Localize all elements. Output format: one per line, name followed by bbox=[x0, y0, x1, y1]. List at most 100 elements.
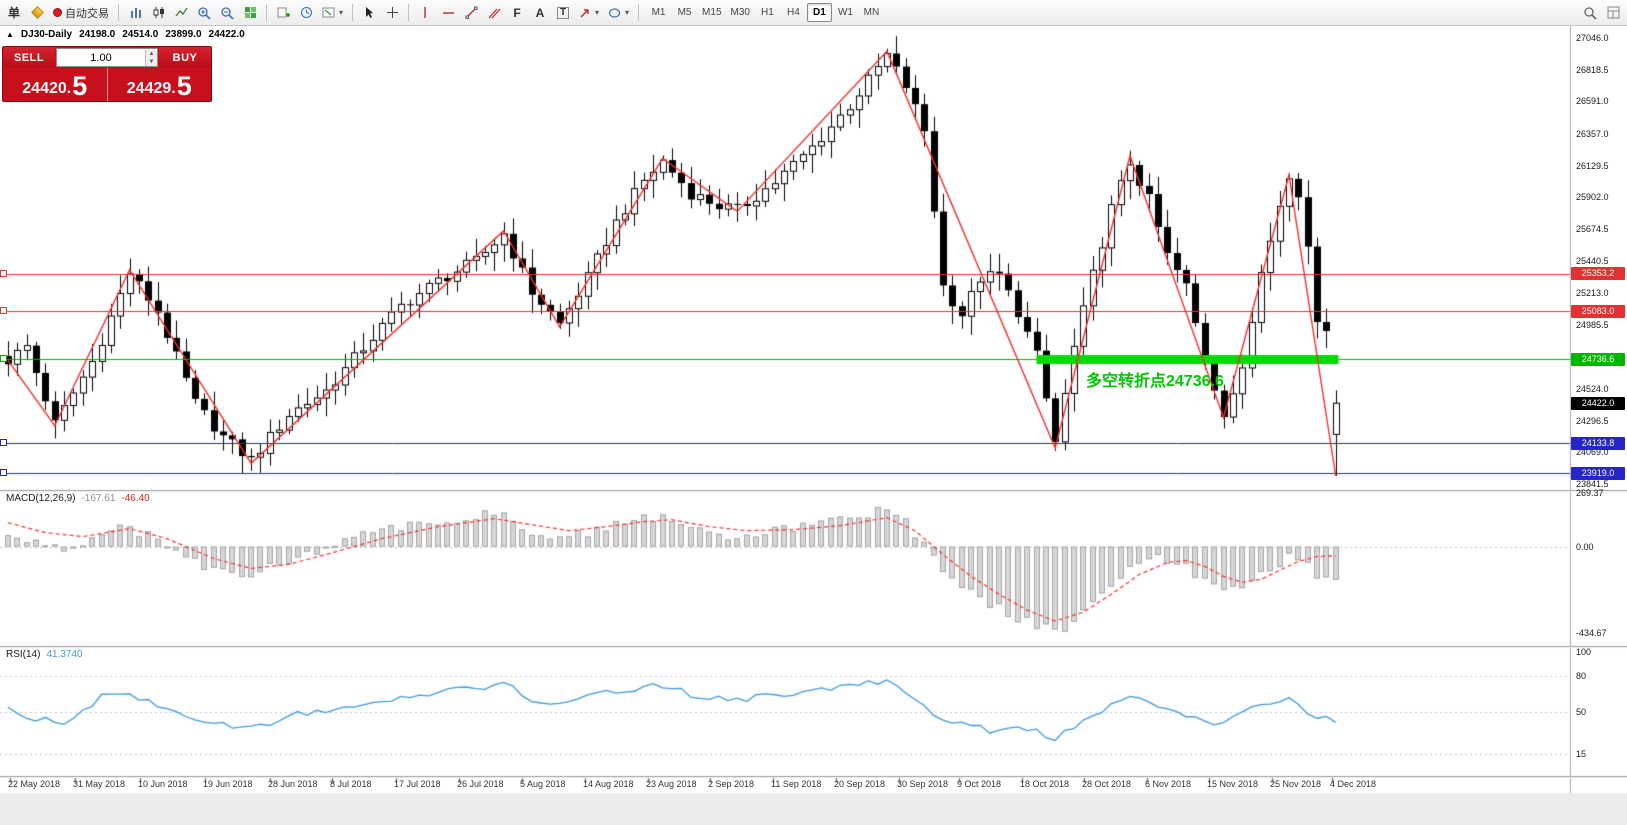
level-left-marker[interactable] bbox=[0, 355, 7, 363]
trendline-icon bbox=[465, 6, 478, 19]
price-tick-label: 27046.0 bbox=[1576, 33, 1609, 43]
arrows-button[interactable]: ▾ bbox=[575, 3, 603, 23]
ohlc-low-value: 23899.0 bbox=[165, 29, 202, 40]
level-price-tag: 25353.2 bbox=[1571, 267, 1625, 281]
bar-chart-button[interactable] bbox=[124, 3, 146, 23]
one-click-trading-panel: SELL 1.00 ▲ ▼ BUY 24420. 5 24429. bbox=[2, 46, 212, 102]
line-chart-icon bbox=[174, 7, 188, 17]
chart-ohlc-header: ▲ DJ30-Daily 24198.0 24514.0 23899.0 244… bbox=[6, 29, 245, 40]
date-label: 10 Jun 2018 bbox=[138, 779, 188, 789]
sell-price[interactable]: 24420. 5 bbox=[3, 68, 107, 101]
arrow-tool-icon bbox=[580, 8, 589, 17]
buy-price-main: 24429. bbox=[126, 80, 176, 97]
macd-tick-label: 0.00 bbox=[1576, 541, 1594, 552]
timeframe-m5[interactable]: M5 bbox=[672, 3, 697, 22]
buy-price[interactable]: 24429. 5 bbox=[108, 68, 212, 101]
macd-signal-value: -46.40 bbox=[121, 493, 150, 504]
timeframe-mn[interactable]: MN bbox=[859, 3, 884, 22]
crosshair-icon bbox=[386, 7, 398, 18]
level-price-tag: 24133.8 bbox=[1571, 436, 1625, 450]
clock-icon bbox=[300, 7, 312, 18]
macd-indicator-label: MACD(12,26,9) -167.61 -46.40 bbox=[6, 493, 150, 504]
price-tick-label: 25674.5 bbox=[1576, 223, 1609, 234]
date-label: 20 Sep 2018 bbox=[834, 779, 886, 789]
cursor-button[interactable] bbox=[358, 3, 380, 23]
level-left-marker[interactable] bbox=[0, 439, 7, 447]
date-label: 11 Sep 2018 bbox=[771, 779, 822, 789]
timeframe-w1[interactable]: W1 bbox=[833, 3, 858, 22]
bar-chart-icon bbox=[130, 8, 141, 18]
timeframe-m1[interactable]: M1 bbox=[646, 3, 671, 22]
trade-panel-divider bbox=[106, 68, 108, 101]
fibonacci-button[interactable]: F bbox=[506, 3, 528, 23]
panels-button[interactable] bbox=[1602, 3, 1624, 23]
label-button[interactable]: T bbox=[552, 3, 574, 23]
timeframe-h4[interactable]: H4 bbox=[781, 3, 806, 22]
volume-up-icon[interactable]: ▲ bbox=[146, 49, 157, 58]
date-label: 28 Oct 2018 bbox=[1082, 779, 1132, 789]
clock-button[interactable] bbox=[295, 3, 317, 23]
date-label: 14 Aug 2018 bbox=[583, 779, 634, 789]
search-button[interactable] bbox=[1579, 3, 1601, 23]
date-label: 8 Jul 2018 bbox=[330, 779, 372, 789]
horizontal-line-icon bbox=[442, 11, 454, 14]
timeframe-m15[interactable]: M15 bbox=[698, 3, 725, 22]
line-chart-button[interactable] bbox=[170, 3, 192, 23]
zoom-out-button[interactable] bbox=[216, 3, 238, 23]
chart-symbol-label: DJ30-Daily bbox=[20, 29, 73, 40]
price-tick-label: 24985.5 bbox=[1576, 319, 1609, 330]
volume-control[interactable]: 1.00 ▲ ▼ bbox=[56, 48, 158, 67]
rsi-indicator-label: RSI(14) 41.3740 bbox=[6, 649, 83, 660]
chart-shift-button[interactable]: ▾ bbox=[318, 3, 347, 23]
timeframe-m30[interactable]: M30 bbox=[727, 3, 754, 22]
trendline-button[interactable] bbox=[460, 3, 482, 23]
date-label: 5 Aug 2018 bbox=[520, 779, 566, 789]
channel-button[interactable] bbox=[483, 3, 505, 23]
date-label: 26 Jul 2018 bbox=[457, 779, 504, 789]
one-click-collapse-icon[interactable]: ▲ bbox=[6, 30, 14, 39]
autotrading-button[interactable]: 自动交易 bbox=[49, 3, 113, 23]
level-left-marker[interactable] bbox=[0, 307, 7, 315]
ohlc-high-value: 24514.0 bbox=[122, 29, 159, 40]
rsi-tick-label: 15 bbox=[1576, 749, 1587, 759]
date-label: 6 Nov 2018 bbox=[1145, 779, 1192, 789]
toolbar-separator bbox=[638, 4, 640, 21]
rsi-tick-label: 50 bbox=[1576, 707, 1587, 717]
text-tool-icon: A bbox=[535, 5, 545, 20]
sell-button[interactable]: SELL bbox=[3, 47, 55, 68]
symbols-button[interactable] bbox=[26, 3, 48, 23]
new-order-button[interactable]: 单 bbox=[3, 3, 25, 23]
price-tick-label: 25902.0 bbox=[1576, 192, 1609, 203]
new-chart-icon bbox=[277, 7, 290, 18]
level-left-marker[interactable] bbox=[0, 469, 7, 477]
level-price-tag: 24736.6 bbox=[1571, 352, 1625, 366]
buy-button[interactable]: BUY bbox=[159, 47, 211, 68]
new-order-label: 单 bbox=[7, 5, 20, 20]
ohlc-open-value: 24198.0 bbox=[79, 29, 116, 40]
candlestick-chart-button[interactable] bbox=[147, 3, 169, 23]
shapes-button[interactable]: ▾ bbox=[604, 3, 633, 23]
zoom-in-icon bbox=[198, 6, 211, 20]
chart-canvas[interactable] bbox=[0, 26, 1627, 825]
text-button[interactable]: A bbox=[529, 3, 551, 23]
ohlc-close-value: 24422.0 bbox=[208, 29, 245, 40]
sell-price-main: 24420. bbox=[22, 80, 72, 97]
vertical-line-button[interactable] bbox=[414, 3, 436, 23]
timeframe-h1[interactable]: H1 bbox=[755, 3, 780, 22]
macd-tick-label: 269.37 bbox=[1576, 488, 1604, 498]
macd-main-value: -167.61 bbox=[81, 493, 116, 504]
horizontal-line-button[interactable] bbox=[437, 3, 459, 23]
pivot-annotation-text: 多空转折点24736.6 bbox=[1086, 373, 1224, 390]
zoom-in-button[interactable] bbox=[193, 3, 215, 23]
tile-windows-button[interactable] bbox=[239, 3, 261, 23]
timeframe-d1[interactable]: D1 bbox=[806, 3, 832, 22]
chart-area: ▲ DJ30-Daily 24198.0 24514.0 23899.0 244… bbox=[0, 26, 1627, 825]
volume-value[interactable]: 1.00 bbox=[90, 51, 112, 64]
level-left-marker[interactable] bbox=[0, 269, 7, 277]
crosshair-button[interactable] bbox=[381, 3, 403, 23]
volume-down-icon[interactable]: ▼ bbox=[146, 57, 157, 66]
new-chart-button[interactable] bbox=[272, 3, 294, 23]
rsi-value: 41.3740 bbox=[46, 649, 83, 660]
price-tick-label: 25213.0 bbox=[1576, 288, 1609, 299]
toolbar-separator bbox=[266, 4, 267, 21]
